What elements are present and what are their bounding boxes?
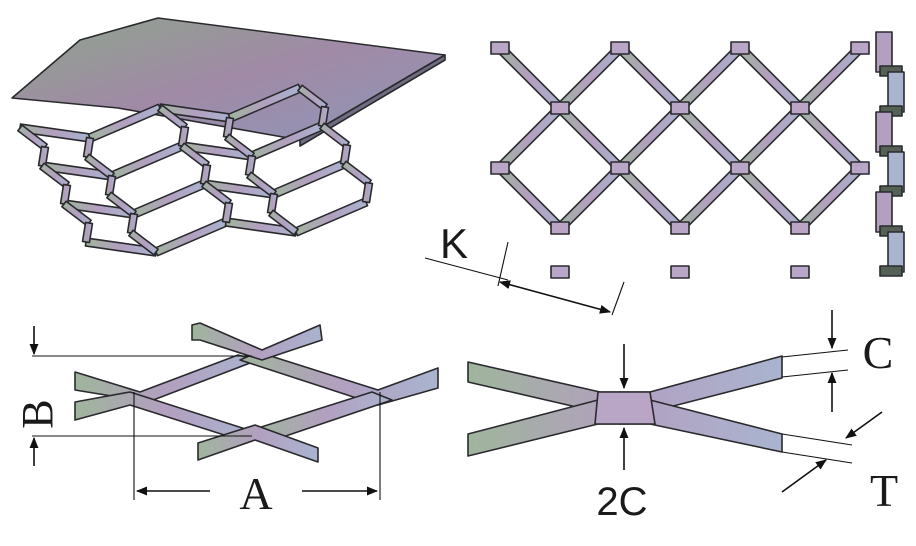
opening-strands: [74, 322, 439, 463]
perspective-strand: [293, 197, 369, 237]
two-c-label: 2C: [596, 480, 647, 524]
sheet-edge: [299, 54, 446, 147]
mesh-bond: [790, 101, 810, 115]
mesh-bond: [550, 101, 570, 115]
mesh-bond: [610, 161, 630, 175]
perspective-strand: [87, 103, 163, 143]
bond-node: [594, 391, 656, 425]
t-extension-bottom: [781, 451, 853, 464]
expanded-mesh-flat: [490, 41, 870, 279]
perspective-strand: [17, 124, 48, 151]
a-label: A: [239, 468, 272, 519]
perspective-strand: [361, 181, 374, 204]
perspective-strand: [341, 160, 372, 187]
profile-bond: [879, 265, 903, 277]
perspective-strand: [224, 133, 255, 160]
perspective-strand: [157, 104, 188, 131]
mesh-bond: [670, 265, 690, 279]
perspective-strand: [179, 142, 210, 169]
perspective-strand: [319, 122, 350, 149]
perspective-strand: [271, 159, 347, 199]
bond-detail: 2C C T: [467, 310, 898, 524]
flat-mesh-illustration: K: [424, 31, 905, 316]
mesh-bond: [730, 41, 750, 55]
b-label: B: [13, 399, 62, 428]
k-extension-line-2: [497, 241, 509, 287]
t-extension-top: [781, 433, 853, 446]
perspective-strand: [84, 153, 115, 180]
mesh-bond: [670, 101, 690, 115]
mesh-bond: [550, 221, 570, 235]
k-dimension-line: [498, 280, 612, 314]
mesh-opening-detail: B A: [13, 322, 439, 519]
perspective-strand: [246, 171, 277, 198]
perspective-strand: [81, 221, 94, 244]
expanded-mesh-perspective: [17, 83, 374, 257]
mesh-bond: [670, 221, 690, 235]
mesh-bond: [850, 161, 870, 175]
mesh-bond: [850, 41, 870, 55]
perspective-strand: [39, 162, 70, 189]
perspective-strand: [109, 141, 185, 181]
t-arrow-bottom: [781, 459, 827, 493]
perspective-strand: [227, 83, 303, 123]
k-extension-line-3: [611, 281, 625, 316]
c-label: C: [863, 327, 894, 378]
mesh-bond: [730, 161, 750, 175]
mesh-bond: [490, 161, 510, 175]
perspective-strand: [61, 200, 92, 227]
k-label: K: [440, 220, 468, 267]
perspective-strand: [201, 180, 232, 207]
perspective-strand: [268, 209, 299, 236]
sheet-expansion-illustration: [11, 17, 446, 257]
perspective-strand: [128, 229, 159, 256]
mesh-bond: [550, 265, 570, 279]
k-extension-line-1: [424, 257, 509, 281]
t-arrow-top: [845, 411, 883, 439]
perspective-strand: [221, 201, 234, 224]
mesh-bond: [610, 41, 630, 55]
mesh-side-profile: [875, 31, 905, 277]
c-extension-bottom: [781, 369, 849, 378]
c-extension-top: [781, 349, 849, 358]
perspective-strand: [106, 191, 137, 218]
t-label: T: [870, 465, 898, 516]
mesh-bond: [790, 265, 810, 279]
perspective-strand: [297, 84, 328, 111]
perspective-strand: [131, 179, 207, 219]
mesh-bond: [790, 221, 810, 235]
mesh-bond: [490, 41, 510, 55]
perspective-strand: [153, 217, 229, 257]
